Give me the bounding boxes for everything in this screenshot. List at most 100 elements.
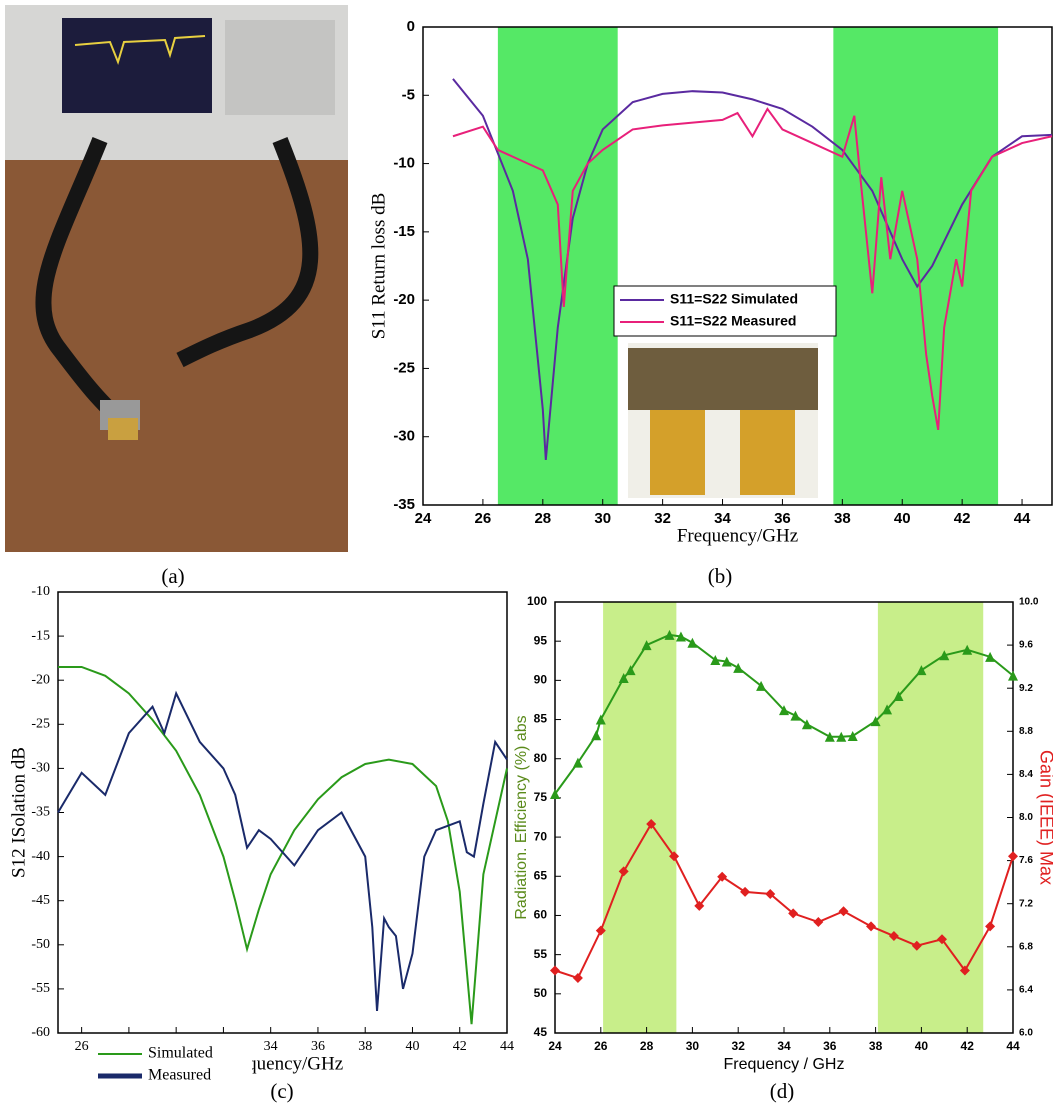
marker bbox=[550, 788, 560, 799]
y-tick-label: -10 bbox=[393, 155, 415, 172]
x-tick-label: 40 bbox=[894, 510, 911, 527]
marker bbox=[721, 656, 732, 667]
x-tick-label: 24 bbox=[548, 1039, 562, 1053]
x-tick-label: 44 bbox=[500, 1039, 514, 1054]
y-tick-label: -10 bbox=[31, 584, 50, 599]
x-tick-label: 36 bbox=[774, 510, 791, 527]
y-tick-label: 45 bbox=[534, 1025, 548, 1039]
x-axis-label: Frequency/GHz bbox=[222, 1053, 343, 1074]
series-line bbox=[57, 690, 508, 1012]
x-tick-label: 30 bbox=[686, 1039, 700, 1053]
cable bbox=[176, 137, 319, 368]
y-tick-label: 75 bbox=[534, 790, 548, 804]
caption: (d) bbox=[770, 1079, 795, 1103]
marker bbox=[893, 691, 904, 702]
analyzer-keys bbox=[225, 20, 335, 115]
y-tick-label: -20 bbox=[393, 291, 415, 308]
y-tick-label: -20 bbox=[31, 672, 50, 687]
marker bbox=[756, 680, 767, 691]
y-tick-label: 65 bbox=[534, 868, 548, 882]
marker bbox=[595, 714, 606, 725]
x-tick-label: 40 bbox=[915, 1039, 929, 1053]
marker bbox=[694, 900, 705, 911]
marker bbox=[572, 973, 583, 984]
marker bbox=[911, 940, 922, 951]
x-tick-label: 42 bbox=[453, 1039, 467, 1054]
y-tick-label: 100 bbox=[527, 594, 547, 608]
marker bbox=[675, 631, 686, 642]
marker bbox=[939, 650, 950, 661]
y-tick-label: 70 bbox=[534, 829, 548, 843]
y2-tick-label: 8.0 bbox=[1019, 812, 1033, 823]
legend-label: S11=S22 Simulated bbox=[670, 291, 798, 307]
marker bbox=[937, 934, 948, 945]
x-axis-label: Frequency/GHz bbox=[677, 525, 798, 546]
y2-tick-label: 7.6 bbox=[1019, 855, 1033, 866]
series-line bbox=[452, 107, 1053, 431]
x-tick-label: 36 bbox=[823, 1039, 837, 1053]
x-tick-label: 36 bbox=[311, 1039, 325, 1054]
y-tick-label: -5 bbox=[402, 86, 415, 103]
x-tick-label: 38 bbox=[834, 510, 851, 527]
y-tick-label: -45 bbox=[31, 893, 50, 908]
photo bbox=[5, 5, 348, 552]
band bbox=[833, 27, 999, 505]
marker bbox=[1008, 670, 1018, 681]
marker bbox=[824, 731, 835, 742]
legend-label: Simulated bbox=[148, 1045, 213, 1062]
marker bbox=[646, 818, 657, 829]
y-tick-label: -30 bbox=[393, 428, 415, 445]
marker bbox=[765, 889, 776, 900]
marker bbox=[866, 921, 877, 932]
y2-tick-label: 7.2 bbox=[1019, 898, 1033, 909]
sma-connector bbox=[740, 410, 795, 495]
series-line bbox=[554, 822, 1014, 980]
legend-box bbox=[613, 285, 837, 337]
x-tick-label: 26 bbox=[75, 1039, 89, 1054]
x-tick-label: 38 bbox=[358, 1039, 372, 1054]
marker bbox=[888, 931, 899, 942]
marker bbox=[985, 651, 996, 662]
marker bbox=[1008, 851, 1018, 862]
y-axis-label: Radiation. Efficiency (%) abs bbox=[513, 715, 530, 919]
x-tick-label: 24 bbox=[415, 510, 432, 527]
x-tick-label: 32 bbox=[654, 510, 671, 527]
legend-label: S11=S22 Measured bbox=[670, 313, 796, 329]
band bbox=[497, 27, 618, 505]
x-tick-label: 44 bbox=[1006, 1039, 1020, 1053]
series-line bbox=[452, 78, 1053, 461]
series-line bbox=[58, 665, 508, 1025]
y-tick-label: 90 bbox=[534, 673, 548, 687]
x-tick-label: 30 bbox=[594, 510, 611, 527]
marker bbox=[625, 665, 636, 676]
marker bbox=[985, 921, 996, 932]
y-tick-label: 85 bbox=[534, 712, 548, 726]
x-axis-label: Frequency / GHz bbox=[724, 1056, 845, 1073]
legend-box bbox=[92, 1040, 252, 1092]
x-tick-label: 42 bbox=[961, 1039, 975, 1053]
x-tick-label: 32 bbox=[732, 1039, 746, 1053]
x-tick-label: 42 bbox=[954, 510, 971, 527]
y-tick-label: -35 bbox=[393, 496, 415, 513]
marker bbox=[788, 908, 799, 919]
y-tick-label: 60 bbox=[534, 908, 548, 922]
plot-frame bbox=[422, 26, 1053, 506]
x-tick-label: 34 bbox=[714, 510, 731, 527]
marker bbox=[847, 731, 858, 742]
marker bbox=[790, 710, 801, 721]
x-tick-label: 34 bbox=[264, 1039, 278, 1054]
y-tick-label: -15 bbox=[393, 223, 415, 240]
band bbox=[603, 602, 677, 1033]
y-axis-label: S11 Return loss dB bbox=[368, 193, 389, 340]
marker bbox=[618, 866, 629, 877]
y-tick-label: 95 bbox=[534, 633, 548, 647]
marker bbox=[687, 637, 698, 648]
marker bbox=[733, 662, 744, 673]
marker bbox=[664, 629, 675, 640]
y2-tick-label: 9.6 bbox=[1019, 640, 1033, 651]
marker bbox=[710, 654, 721, 665]
marker bbox=[740, 886, 751, 897]
screen-trace bbox=[74, 35, 206, 66]
y2-tick-label: 6.4 bbox=[1019, 985, 1033, 996]
